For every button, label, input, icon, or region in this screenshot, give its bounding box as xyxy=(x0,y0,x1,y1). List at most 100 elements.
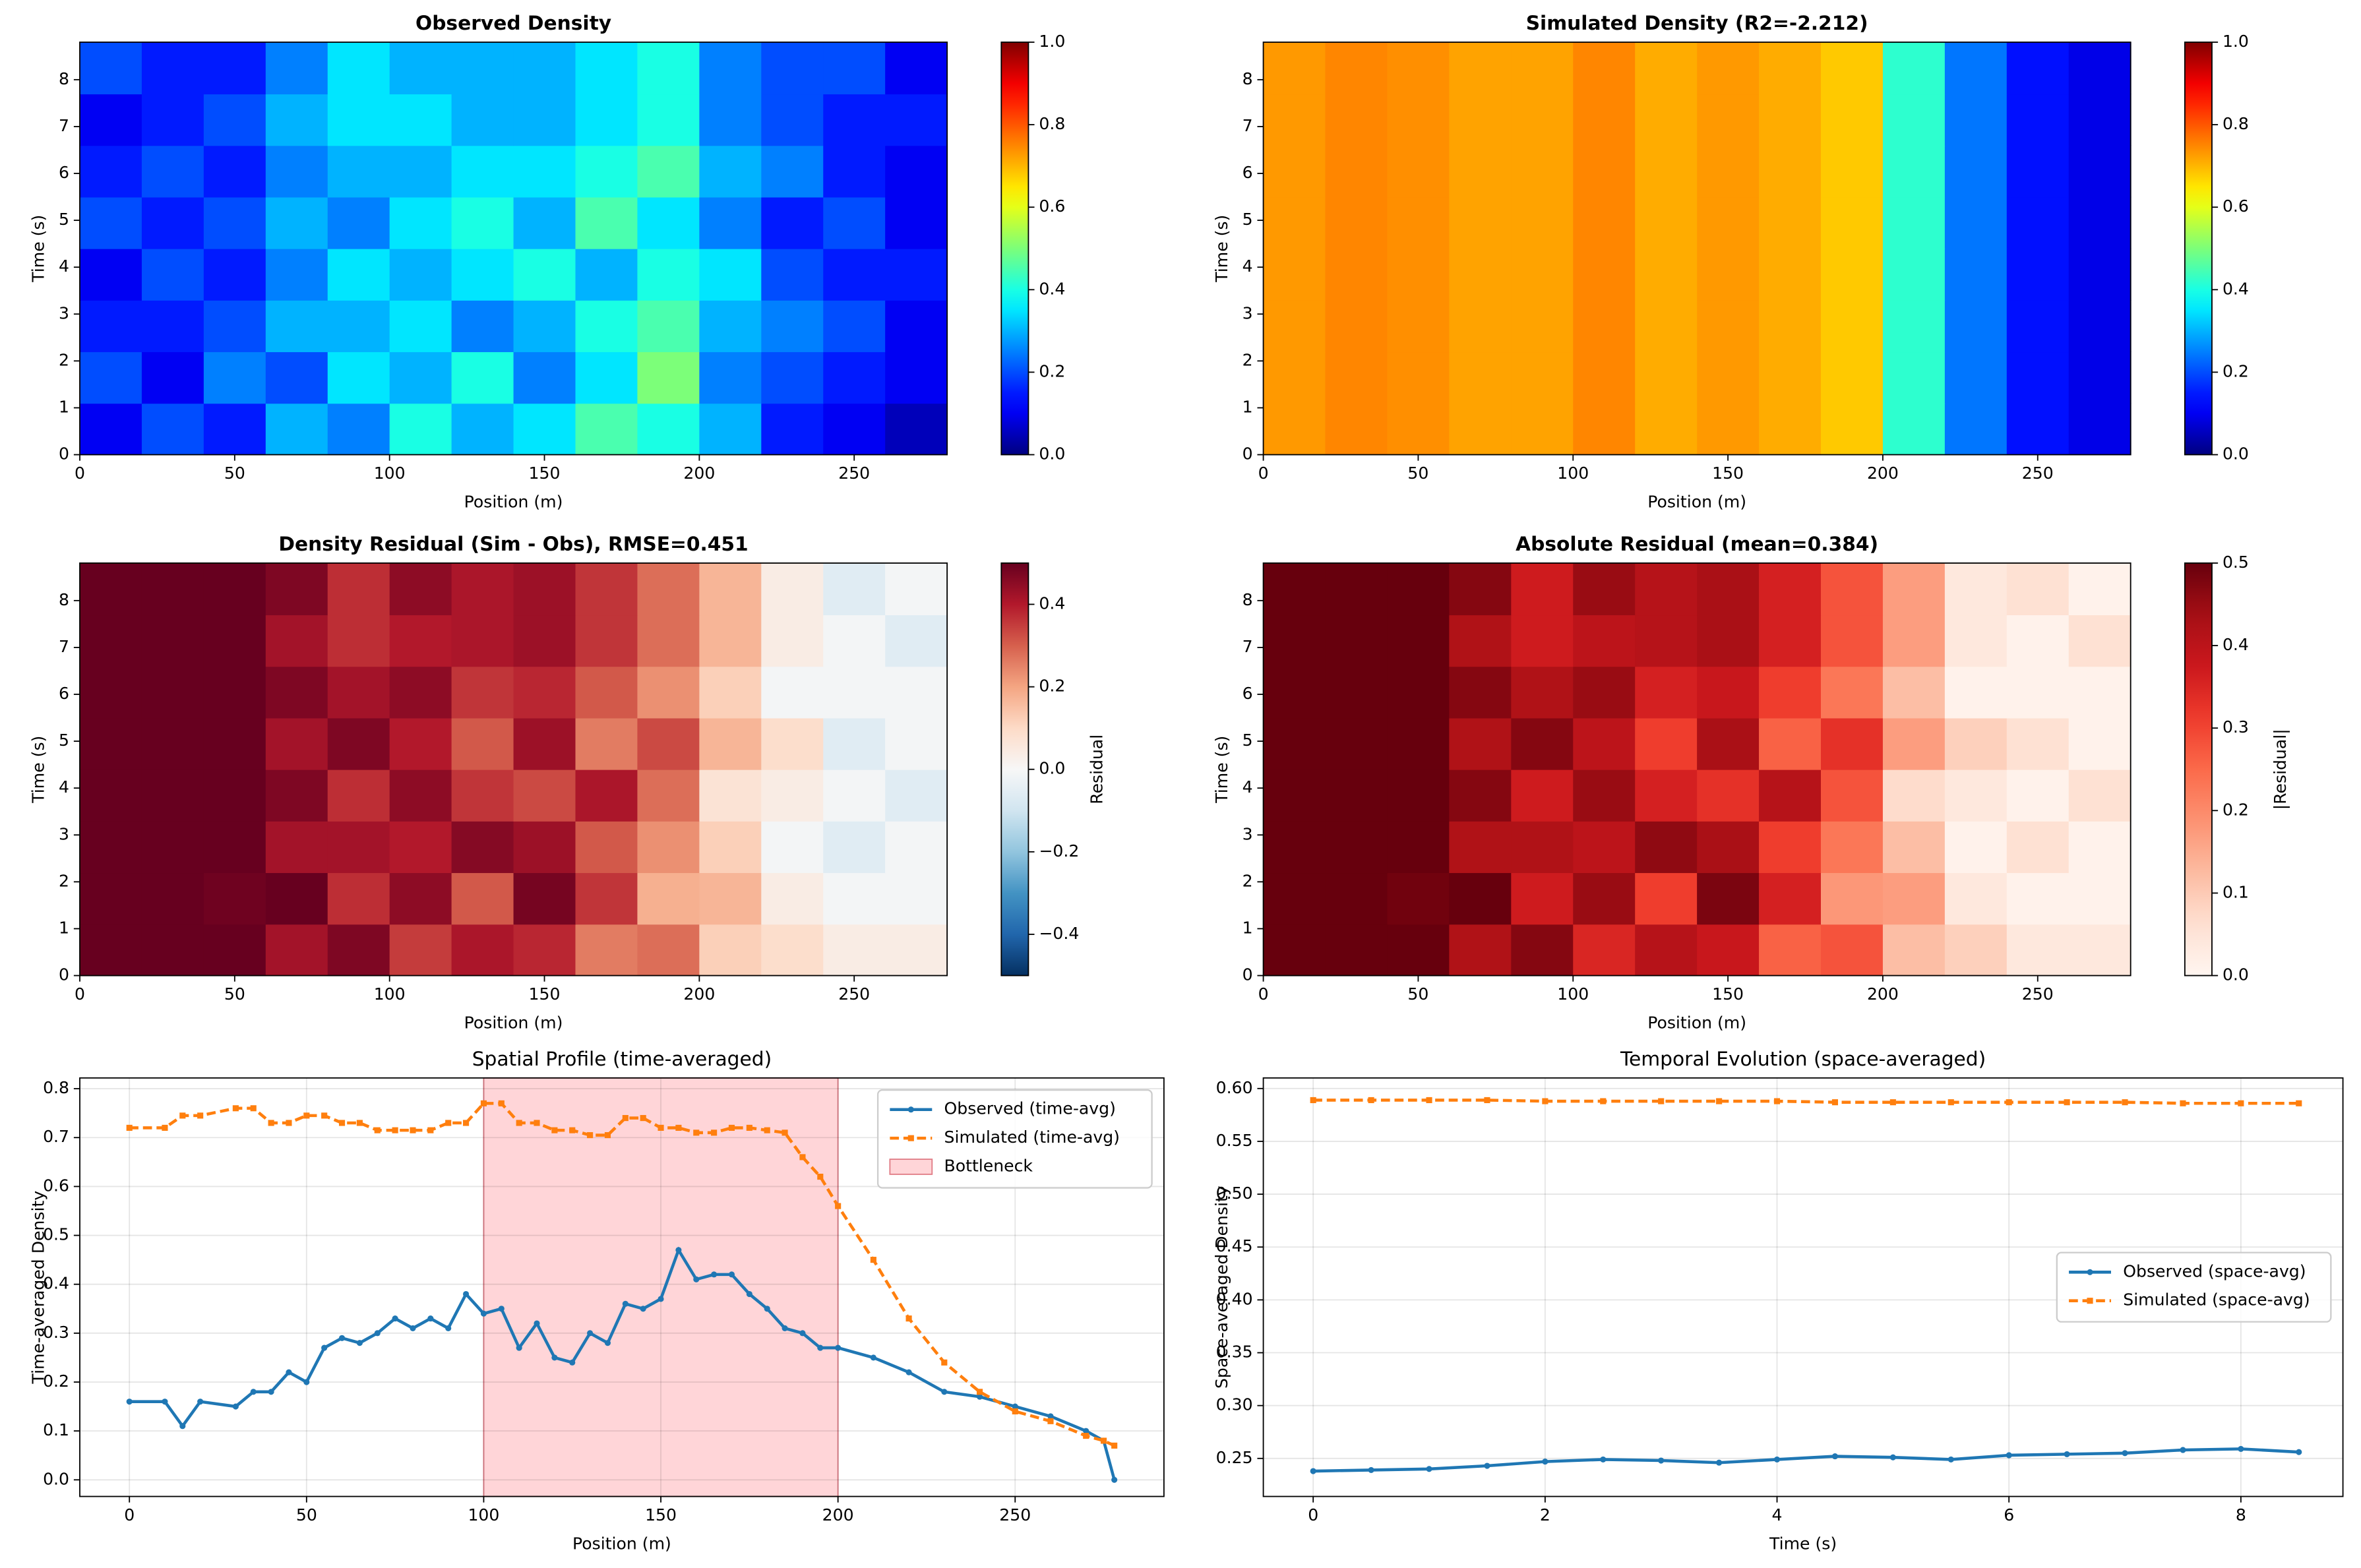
marker xyxy=(356,1120,363,1126)
y-tick-label: 0 xyxy=(59,444,69,464)
heatmap-cell xyxy=(1944,717,2008,770)
heatmap-cell xyxy=(1944,248,2008,301)
x-tick-label: 100 xyxy=(468,1505,499,1524)
heatmap-cell xyxy=(699,145,762,198)
heatmap-cell xyxy=(885,145,948,198)
heatmap-cell xyxy=(1449,615,1512,667)
marker xyxy=(799,1154,806,1161)
heatmap-cell xyxy=(141,820,204,874)
x-tick-label: 0 xyxy=(124,1505,135,1524)
marker xyxy=(126,1399,133,1405)
heatmap-cell xyxy=(1759,872,1822,925)
heatmap-cell xyxy=(1511,248,1574,301)
heatmap-cell xyxy=(2006,299,2070,353)
heatmap-cell xyxy=(265,562,328,616)
y-tick-label: 2 xyxy=(59,350,69,369)
heatmap-cell xyxy=(575,820,638,874)
heatmap-cell xyxy=(1697,94,1760,146)
heatmap-cell xyxy=(2068,145,2131,198)
heatmap-cell xyxy=(1882,94,1946,146)
y-tick-label: 5 xyxy=(1242,210,1253,229)
heatmap-cell xyxy=(1449,924,1512,977)
heatmap-cell xyxy=(1697,820,1760,874)
marker xyxy=(162,1399,168,1405)
colorbar-tick-label: 0.2 xyxy=(1039,361,1065,380)
heatmap-cell xyxy=(2006,615,2070,667)
axes-frame xyxy=(1262,42,2131,456)
heatmap-cell xyxy=(513,615,576,667)
marker xyxy=(268,1120,274,1126)
x-tick-label: 50 xyxy=(1407,464,1428,483)
heatmap-cell xyxy=(637,196,700,249)
y-tick-label: 0 xyxy=(1242,965,1253,984)
heatmap-cell xyxy=(1759,248,1822,301)
marker xyxy=(658,1124,664,1131)
heatmap-cell xyxy=(1387,872,1450,925)
heatmap-cell xyxy=(1944,299,2008,353)
x-tick-label: 200 xyxy=(683,464,715,483)
heatmap-cell xyxy=(389,615,452,667)
heatmap-cell xyxy=(1697,562,1760,616)
heatmap-cell xyxy=(1511,196,1574,249)
heatmap-cell xyxy=(80,666,142,719)
colorbar-tick-label: 0.1 xyxy=(2223,882,2249,901)
heatmap-cell xyxy=(327,717,390,770)
heatmap-cell xyxy=(1759,615,1822,667)
marker xyxy=(693,1276,700,1282)
y-tick-label: 8 xyxy=(1242,69,1253,88)
colorbar-tick-label: 0.4 xyxy=(1039,279,1065,298)
heatmap-cell xyxy=(823,717,886,770)
heatmap-cell xyxy=(265,872,328,925)
heatmap-cell xyxy=(761,769,824,822)
colorbar-tick-label: 0.8 xyxy=(2223,114,2249,133)
heatmap-cell xyxy=(1759,562,1822,616)
panel: Absolute Residual (mean=0.384) Position (… xyxy=(1212,532,2290,1033)
heatmap-cell xyxy=(1511,666,1574,719)
y-tick-label: 1 xyxy=(1242,397,1253,416)
x-tick-label: 0 xyxy=(75,464,85,483)
x-tick-label: 50 xyxy=(296,1505,317,1524)
heatmap-cell xyxy=(1325,872,1388,925)
heatmap-cell xyxy=(2006,769,2070,822)
heatmap-cell xyxy=(1325,145,1388,198)
y-tick-label: 5 xyxy=(59,210,69,229)
legend-box xyxy=(2056,1251,2332,1323)
heatmap-cell xyxy=(1325,299,1388,353)
heatmap-cell xyxy=(327,924,390,977)
heatmap-cell xyxy=(1882,872,1946,925)
heatmap-cell xyxy=(699,562,762,616)
x-axis-label: Position (m) xyxy=(464,1013,563,1033)
heatmap-cell xyxy=(2006,717,2070,770)
heatmap-cell xyxy=(1820,769,1884,822)
x-tick-label: 200 xyxy=(1867,464,1899,483)
panel-title: Observed Density xyxy=(415,11,611,34)
heatmap-cell xyxy=(1325,717,1388,770)
heatmap-cell xyxy=(513,403,576,456)
y-tick-label: 6 xyxy=(1242,684,1253,703)
heatmap-cell xyxy=(141,196,204,249)
heatmap-cell xyxy=(1944,94,2008,146)
heatmap-cell xyxy=(1944,615,2008,667)
y-tick-label: 8 xyxy=(1242,590,1253,609)
heatmap-cell xyxy=(451,562,514,616)
marker xyxy=(551,1127,558,1133)
marker xyxy=(338,1120,346,1126)
heatmap-cell xyxy=(2068,615,2131,667)
colorbar-tick-label: −0.4 xyxy=(1039,924,1079,943)
marker xyxy=(303,1379,310,1385)
marker xyxy=(197,1399,204,1405)
heatmap-cell xyxy=(203,94,266,146)
y-tick-label: 5 xyxy=(1242,731,1253,750)
colorbar-tick-label: 0.6 xyxy=(2223,196,2249,216)
heatmap-cell xyxy=(80,196,142,249)
heatmap-cell xyxy=(761,615,824,667)
marker xyxy=(534,1320,540,1327)
heatmap-cell xyxy=(637,299,700,353)
heatmap-cell xyxy=(1263,42,1326,95)
legend-marker xyxy=(907,1135,914,1141)
legend-marker xyxy=(2087,1298,2093,1304)
y-tick-label: 0.55 xyxy=(1216,1131,1253,1150)
heatmap-cell xyxy=(513,145,576,198)
marker xyxy=(480,1100,487,1106)
legend-label: Observed (space-avg) xyxy=(2123,1261,2306,1281)
